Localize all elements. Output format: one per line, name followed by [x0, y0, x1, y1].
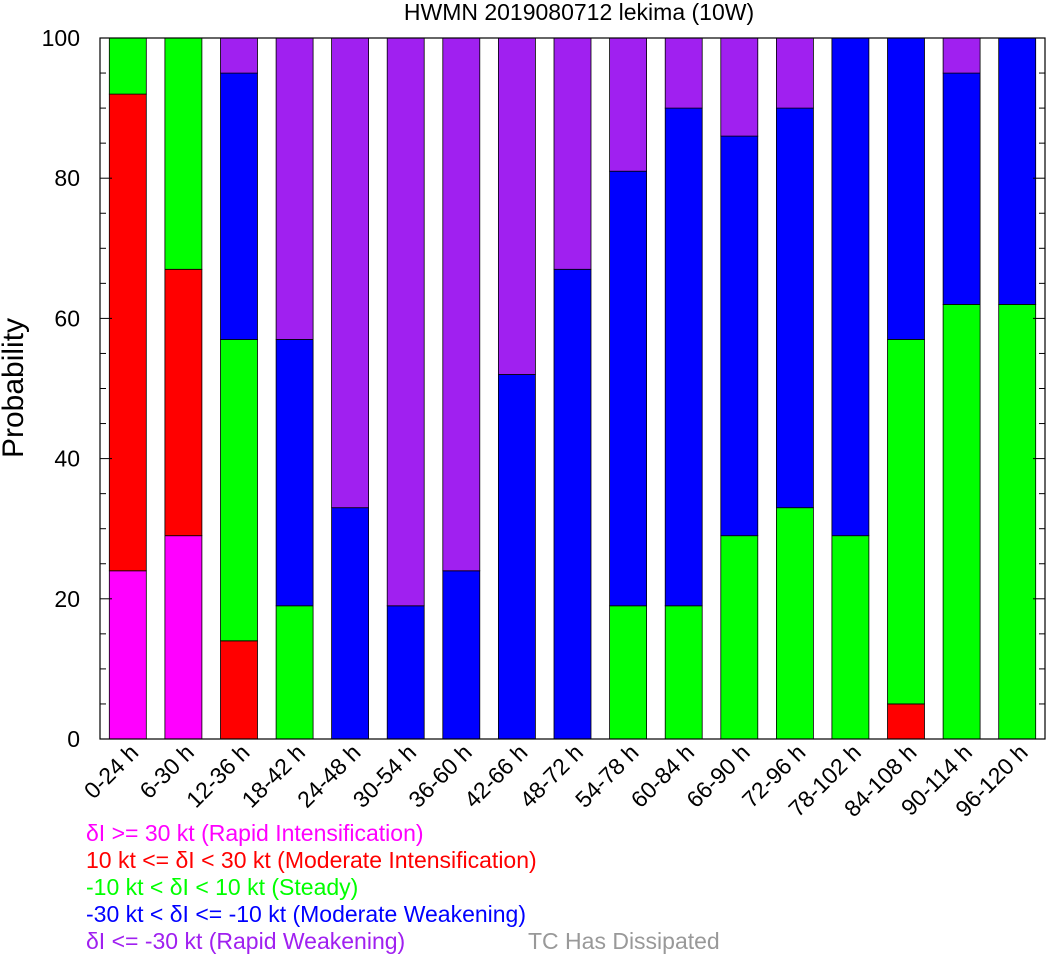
bar-segment: [275, 37, 314, 340]
bar-segment: [664, 605, 703, 740]
bar-segment: [831, 37, 870, 537]
bar-segment: [553, 268, 592, 740]
bar-stack-group: 0-24 h6-30 h12-36 h18-42 h24-48 h30-54 h…: [79, 37, 1037, 822]
bar-segment: [331, 37, 370, 509]
y-tick-label: 40: [54, 446, 80, 472]
bar-segment: [220, 640, 258, 740]
bar-segment: [831, 535, 870, 740]
legend-entry-dissipated: TC Has Dissipated: [528, 928, 720, 954]
legend: δI >= 30 kt (Rapid Intensification) 10 k…: [86, 820, 537, 955]
y-tick-label: 100: [42, 25, 80, 51]
bar-segment: [609, 37, 647, 172]
bar-segment: [108, 570, 147, 740]
bar-segment: [942, 303, 981, 740]
y-tick-label: 80: [54, 165, 80, 191]
bar-segment: [497, 374, 536, 740]
bar-segment: [998, 37, 1037, 305]
bar-segment: [720, 535, 759, 740]
bar-segment: [776, 37, 814, 109]
y-axis-label: Probability: [0, 318, 30, 458]
legend-entry-moderate-weakening: -30 kt < δI <= -10 kt (Moderate Weakenin…: [86, 901, 527, 927]
bar-segment: [442, 570, 481, 740]
legend-entry-rapid-intensification: δI >= 30 kt (Rapid Intensification): [86, 820, 424, 846]
bar-segment: [275, 338, 314, 607]
bar-segment: [386, 37, 425, 607]
bar-segment: [664, 107, 703, 607]
y-tick-label: 0: [67, 726, 80, 752]
bar-segment: [942, 37, 981, 74]
axes: 0 20 40 60 80 100: [42, 25, 1046, 752]
bar-segment: [887, 338, 925, 705]
bar-segment: [720, 135, 759, 537]
x-tick-label: 0-24 h: [79, 739, 144, 804]
legend-entry-moderate-intensification: 10 kt <= δI < 30 kt (Moderate Intensific…: [86, 847, 537, 873]
bar-segment: [164, 37, 203, 270]
bar-segment: [164, 268, 203, 537]
bar-segment: [720, 37, 759, 137]
bar-segment: [497, 37, 536, 375]
bar-segment: [275, 605, 314, 740]
bar-segment: [164, 535, 203, 740]
bar-segment: [887, 703, 925, 740]
bar-segment: [386, 605, 425, 740]
bar-segment: [664, 37, 703, 109]
bar-segment: [220, 37, 258, 74]
bar-segment: [220, 72, 258, 340]
bar-segment: [108, 93, 147, 572]
bar-segment: [609, 605, 647, 740]
bar-segment: [609, 170, 647, 607]
bar-segment: [776, 507, 814, 740]
bar-segment: [108, 37, 147, 95]
legend-entry-steady: -10 kt < δI < 10 kt (Steady): [86, 874, 359, 900]
y-tick-label: 60: [54, 305, 80, 331]
bar-segment: [942, 72, 981, 305]
legend-entry-rapid-weakening: δI <= -30 kt (Rapid Weakening): [86, 928, 406, 954]
bar-segment: [220, 338, 258, 642]
chart-title: HWMN 2019080712 lekima (10W): [404, 0, 754, 25]
bar-segment: [442, 37, 481, 572]
bar-segment: [887, 37, 925, 340]
bar-segment: [331, 507, 370, 740]
bar-segment: [776, 107, 814, 509]
y-tick-label: 20: [54, 586, 80, 612]
bar-segment: [553, 37, 592, 270]
bar-segment: [998, 303, 1037, 740]
